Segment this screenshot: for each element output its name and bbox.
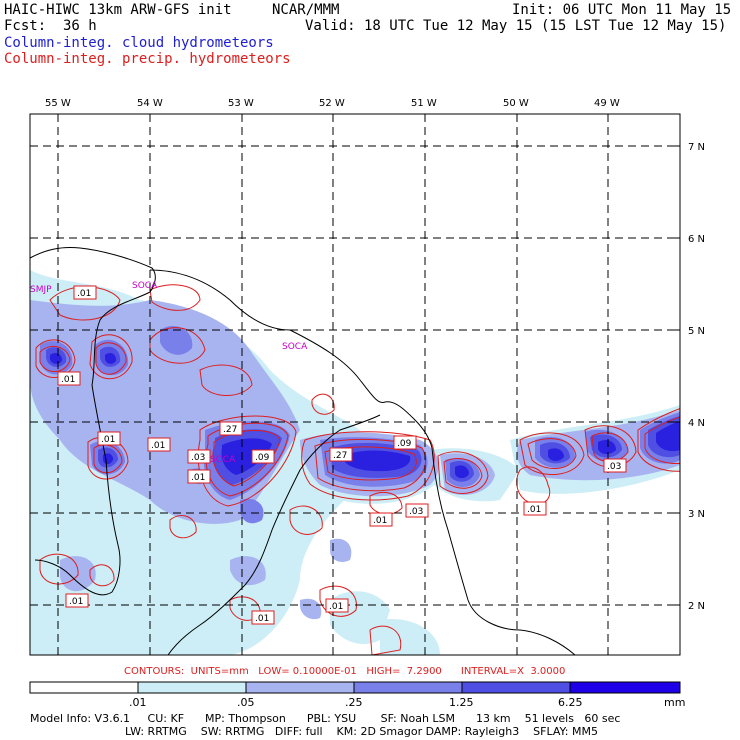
station-label: SOCA bbox=[210, 455, 236, 465]
colorbar-bin bbox=[569, 681, 681, 694]
contour-label-box bbox=[393, 435, 417, 450]
contour-label-group: .01 .01 .01 .01 .27 .03 .09 .01 .27 .09 .03 .01 .03.… bbox=[57, 285, 627, 625]
field-cloud-label: Column-integ. cloud hydrometeors bbox=[4, 35, 274, 51]
lat-label: 7 N bbox=[688, 142, 705, 153]
lon-label: 55 W bbox=[45, 98, 71, 109]
forecast-hour: Fcst: 36 h bbox=[4, 18, 97, 34]
lon-label: 54 W bbox=[137, 98, 163, 109]
station-label: SOCA bbox=[132, 281, 158, 291]
contour-label-box bbox=[65, 593, 89, 608]
contour-label-box bbox=[147, 437, 171, 452]
map-frame bbox=[29, 113, 681, 656]
colorbar-bin bbox=[29, 681, 139, 694]
model-info-line1: Model Info: V3.6.1 CU: KF MP: Thompson P… bbox=[30, 712, 621, 725]
colorbar-tick: .25 bbox=[345, 696, 363, 709]
contour-label-box bbox=[97, 431, 121, 446]
contour-label: .01 bbox=[191, 473, 205, 483]
contour-label-box bbox=[251, 610, 275, 625]
contour-label-box bbox=[73, 285, 97, 300]
station-label: SOCA bbox=[282, 342, 308, 352]
lon-label: 49 W bbox=[594, 98, 620, 109]
contour-label: .27 bbox=[223, 425, 237, 435]
lon-label: 51 W bbox=[411, 98, 437, 109]
colorbar-bin bbox=[245, 681, 355, 694]
contour-label-box bbox=[603, 458, 627, 473]
contour-label-box bbox=[251, 449, 275, 464]
contour-label: .01 bbox=[527, 505, 541, 515]
lat-label: 6 N bbox=[688, 234, 705, 245]
lon-label: 52 W bbox=[319, 98, 345, 109]
contour-label: .01 bbox=[77, 289, 91, 299]
contour-label: .03 bbox=[607, 462, 621, 472]
lon-label: 50 W bbox=[503, 98, 529, 109]
contour-label: .27 bbox=[333, 451, 347, 461]
contour-label-box bbox=[405, 503, 429, 518]
colorbar-tick: 6.25 bbox=[558, 696, 583, 709]
lat-label: 4 N bbox=[688, 418, 705, 429]
colorbar bbox=[29, 681, 681, 694]
contour-label: .03 bbox=[191, 453, 205, 463]
colorbar-tick: 1.25 bbox=[449, 696, 474, 709]
latlon-grid bbox=[30, 114, 680, 655]
model-info-line2: LW: RRTMG SW: RRTMG DIFF: full KM: 2D Sm… bbox=[125, 725, 598, 738]
contour-label: .01 bbox=[61, 375, 75, 385]
lat-label: 5 N bbox=[688, 326, 705, 337]
frame-ticks bbox=[57, 114, 680, 606]
colorbar-bin bbox=[137, 681, 247, 694]
contour-label: .09 bbox=[397, 439, 412, 449]
contour-label-box bbox=[187, 449, 211, 464]
contour-label: .01 bbox=[255, 614, 269, 624]
field-precip-label: Column-integ. precip. hydrometeors bbox=[4, 51, 291, 67]
model-title: HAIC-HIWC 13km ARW-GFS init bbox=[4, 2, 232, 18]
contour-info: CONTOURS: UNITS=mm LOW= 0.10000E-01 HIGH… bbox=[124, 666, 566, 677]
valid-time: Valid: 18 UTC Tue 12 May 15 (15 LST Tue … bbox=[305, 18, 727, 34]
org-label: NCAR/MMM bbox=[272, 2, 340, 18]
contour-label: .03 bbox=[409, 507, 423, 517]
lat-label: 3 N bbox=[688, 509, 705, 520]
contour-label-box bbox=[369, 512, 393, 527]
contour-label-box bbox=[325, 598, 349, 613]
init-time: Init: 06 UTC Mon 11 May 15 bbox=[512, 2, 732, 18]
contour-label-box bbox=[329, 447, 353, 462]
contour-label-box bbox=[57, 371, 81, 386]
contour-label-box bbox=[219, 421, 243, 436]
colorbar-bin bbox=[461, 681, 571, 694]
contour-label-box bbox=[187, 469, 211, 484]
contour-label: .01 bbox=[373, 516, 387, 526]
station-label: SMJP bbox=[30, 285, 52, 295]
colorbar-tick: .01 bbox=[129, 696, 147, 709]
contour-label: .01 bbox=[329, 602, 343, 612]
contour-label: .01 bbox=[69, 597, 83, 607]
lon-label: 53 W bbox=[228, 98, 254, 109]
colorbar-tick: .05 bbox=[237, 696, 255, 709]
colorbar-units: mm bbox=[664, 696, 686, 709]
contour-label: .09 bbox=[255, 453, 270, 463]
colorbar-bin bbox=[353, 681, 463, 694]
lat-label: 2 N bbox=[688, 601, 705, 612]
contour-label-box bbox=[523, 501, 547, 516]
coastlines bbox=[30, 247, 576, 655]
contour-label: .01 bbox=[151, 441, 165, 451]
contour-label: .01 bbox=[101, 435, 115, 445]
